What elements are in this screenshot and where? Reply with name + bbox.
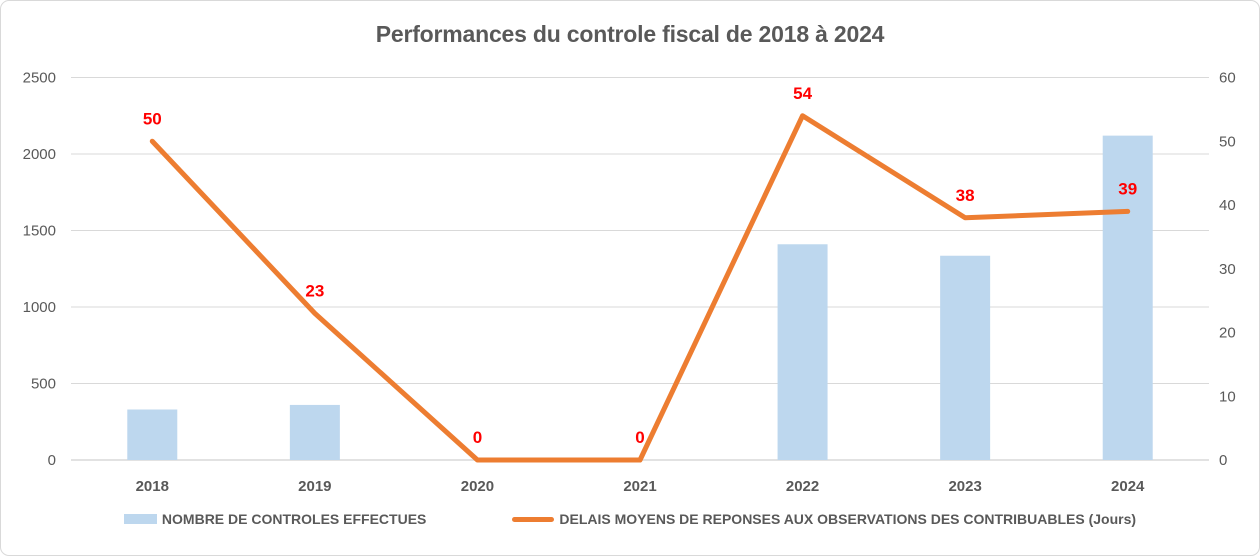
x-axis-label: 2022 xyxy=(786,478,819,495)
legend-label-controls: NOMBRE DE CONTROLES EFFECTUES xyxy=(161,511,427,527)
line-data-label: 23 xyxy=(305,281,324,300)
right-axis-tick-label: 30 xyxy=(1219,261,1236,278)
bar-2023 xyxy=(940,255,991,460)
line-data-label: 50 xyxy=(143,109,162,128)
left-axis-tick-label: 1000 xyxy=(23,299,56,316)
left-axis-tick-label: 0 xyxy=(48,452,56,469)
right-axis-tick-label: 60 xyxy=(1219,70,1236,87)
line-series-swatch xyxy=(512,516,555,522)
right-axis-tick-label: 50 xyxy=(1219,133,1236,150)
line-data-label: 0 xyxy=(473,428,482,447)
legend-label-delays: DELAIS MOYENS DE REPONSES AUX OBSERVATIO… xyxy=(559,511,1137,527)
chart-title: Performances du controle fiscal de 2018 … xyxy=(375,21,885,47)
x-axis-label: 2023 xyxy=(948,478,981,495)
bar-2018 xyxy=(127,409,178,460)
right-axis-tick-label: 10 xyxy=(1219,388,1236,405)
x-axis-label: 2018 xyxy=(136,478,169,495)
x-axis-label: 2020 xyxy=(461,478,494,495)
right-axis-tick-label: 20 xyxy=(1219,325,1236,342)
delay-line xyxy=(149,113,1131,463)
legend-item-delays[interactable]: DELAIS MOYENS DE REPONSES AUX OBSERVATIO… xyxy=(512,511,1136,527)
line-data-label: 39 xyxy=(1118,179,1137,198)
chart-canvas: 0 500 1000 1500 2000 2500 0 10 20 30 40 50 60 50 23 0 0 5… xyxy=(23,70,1236,496)
left-axis-tick-label: 2000 xyxy=(23,146,56,163)
bar-2022 xyxy=(777,244,828,460)
x-axis-label: 2021 xyxy=(623,478,656,495)
line-data-label: 54 xyxy=(793,84,812,103)
left-axis-tick-label: 1500 xyxy=(23,223,56,240)
right-axis-tick-label: 0 xyxy=(1219,452,1227,469)
bar-2024 xyxy=(1102,135,1153,460)
chart-legend: NOMBRE DE CONTROLES EFFECTUES DELAIS MOY… xyxy=(1,511,1259,527)
line-data-label: 0 xyxy=(635,428,644,447)
left-axis-tick-label: 2500 xyxy=(23,70,56,87)
x-axis-label: 2019 xyxy=(298,478,331,495)
bar-2019 xyxy=(289,404,340,460)
left-axis-tick-label: 500 xyxy=(31,376,56,393)
legend-item-controls[interactable]: NOMBRE DE CONTROLES EFFECTUES xyxy=(123,511,427,527)
right-axis-tick-label: 40 xyxy=(1219,197,1236,214)
line-data-label: 38 xyxy=(956,186,975,205)
x-axis-label: 2024 xyxy=(1111,478,1145,495)
bar-series-swatch xyxy=(123,514,157,524)
